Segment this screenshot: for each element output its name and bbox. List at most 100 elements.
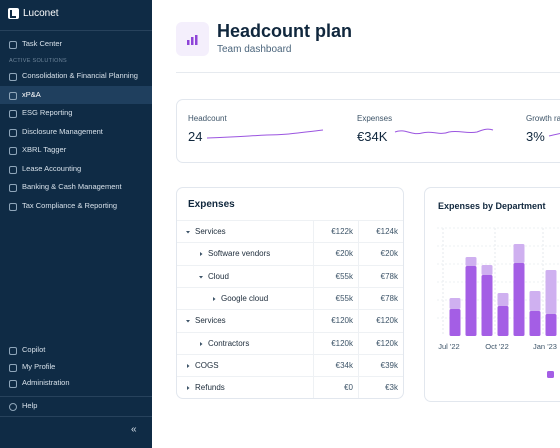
nav-icon — [9, 128, 17, 137]
cell: €34k — [335, 360, 353, 370]
cell: €120k — [331, 316, 353, 326]
bar-segment — [497, 306, 509, 336]
nav-item[interactable]: xP&A — [0, 85, 152, 104]
bar-segment — [513, 263, 525, 336]
kpi-label: Growth rate — [526, 114, 560, 123]
caret[interactable] — [198, 341, 204, 347]
table-row[interactable]: Cloud €55k €78k — [177, 264, 403, 288]
table-row[interactable]: Software vendors €20k €20k — [177, 242, 403, 265]
nav-item[interactable]: XBRL Tagger — [0, 141, 152, 159]
nav-icon — [9, 91, 17, 100]
nav-icon — [9, 347, 17, 355]
x-tick-label: Oct '22 — [485, 342, 509, 351]
nav-item[interactable]: Banking & Cash Management — [0, 178, 152, 196]
brand: Luconet — [23, 8, 59, 19]
table-title: Expenses — [188, 199, 235, 210]
nav-item[interactable]: Copilot — [0, 341, 152, 359]
kpi-value: 3% — [526, 129, 545, 144]
cell: €0 — [344, 383, 353, 393]
cell: €120k — [376, 338, 398, 348]
page-title: Headcount plan — [217, 21, 353, 41]
cell: €124k — [376, 227, 398, 236]
nav-label: Banking & Cash Management — [22, 182, 122, 191]
row-label: COGS — [195, 360, 219, 370]
cell: €20k — [335, 249, 353, 259]
kpi-label: Headcount — [188, 114, 227, 123]
nav-label: My Profile — [22, 361, 56, 371]
chart-title: Expenses by Department — [438, 201, 546, 211]
row-label: Software vendors — [208, 249, 271, 259]
nav-item[interactable]: My Profile — [0, 358, 152, 376]
caret[interactable] — [198, 251, 204, 257]
nav-label: Consolidation & Financial Planning — [22, 71, 138, 80]
logo — [8, 8, 19, 19]
nav-item[interactable]: Task Center — [0, 35, 152, 53]
nav-item[interactable]: Consolidation & Financial Planning — [0, 67, 152, 85]
nav-label: Task Center — [22, 39, 63, 48]
sparklines — [206, 128, 560, 139]
row-label: Services — [195, 227, 226, 236]
table-row[interactable]: COGS €34k €39k — [177, 353, 403, 377]
row-label: Cloud — [208, 271, 229, 281]
cell: €122k — [331, 227, 353, 236]
row-label: Services — [195, 316, 226, 326]
bar-segment — [449, 309, 461, 336]
nav-item[interactable]: Disclosure Management — [0, 123, 152, 141]
nav-item[interactable]: Administration — [0, 374, 152, 392]
legend-swatch — [547, 371, 554, 378]
nav-label: Lease Accounting — [22, 163, 82, 173]
row-label: Google cloud — [221, 293, 269, 303]
x-tick-label: Jul '22 — [438, 342, 459, 351]
cell: €20k — [380, 249, 398, 259]
expenses-card: Expenses Services €122k €124k Software vend… — [176, 187, 404, 399]
cell: €78k — [380, 271, 398, 281]
table-row[interactable]: Refunds €0 €3k — [177, 376, 403, 399]
nav-item[interactable]: Tax Compliance & Reporting — [0, 197, 152, 215]
nav-icon — [9, 184, 17, 192]
nav-icon — [9, 110, 17, 118]
nav-label: Tax Compliance & Reporting — [22, 200, 118, 210]
help[interactable]: Help — [0, 397, 152, 415]
nav-icon — [9, 202, 17, 211]
kpi-card: Headcount 24 Expenses €34K Growth rate 3% — [176, 99, 560, 163]
bar-segment — [529, 291, 541, 311]
nav-label: xP&A — [22, 89, 41, 99]
section-label: ACTIVE SOLUTIONS — [9, 58, 67, 64]
divider — [176, 72, 560, 73]
nav-label: XBRL Tagger — [22, 145, 67, 154]
caret[interactable] — [185, 385, 191, 391]
table-row[interactable]: Contractors €120k €120k — [177, 331, 403, 355]
bar-segment — [465, 257, 477, 266]
cell: €55k — [335, 271, 353, 281]
caret[interactable] — [185, 318, 191, 324]
chart-card: Expenses by Department Jul '22 Oct '22 Jan… — [424, 187, 560, 402]
bar-segment — [545, 314, 557, 336]
cell: €120k — [376, 316, 398, 326]
nav-icon — [9, 165, 17, 174]
x-tick-label: Jan '23 — [533, 342, 557, 351]
bar-segment — [481, 275, 493, 336]
table-row[interactable]: Services €122k €124k — [177, 220, 403, 243]
caret[interactable] — [185, 229, 191, 235]
caret[interactable] — [185, 363, 191, 369]
caret[interactable] — [198, 274, 204, 280]
cell: €55k — [335, 293, 353, 303]
collapse[interactable]: « — [131, 424, 137, 435]
nav-label: Copilot — [22, 345, 46, 354]
nav-item[interactable]: ESG Reporting — [0, 104, 152, 122]
caret[interactable] — [211, 296, 217, 302]
page-subtitle: Team dashboard — [217, 44, 292, 55]
nav-icon — [9, 41, 17, 49]
bar-segment — [481, 265, 493, 275]
table-row[interactable]: Services €120k €120k — [177, 309, 403, 332]
header-icon — [176, 22, 209, 56]
bar-segment — [449, 298, 461, 309]
cell: €120k — [331, 338, 353, 348]
nav-item[interactable]: Lease Accounting — [0, 160, 152, 178]
table-row[interactable]: Google cloud €55k €78k — [177, 286, 403, 310]
kpi-label: Expenses — [357, 114, 393, 123]
row-label: Refunds — [195, 383, 225, 393]
bar-segment — [545, 270, 557, 314]
nav-label: Disclosure Management — [22, 126, 103, 136]
